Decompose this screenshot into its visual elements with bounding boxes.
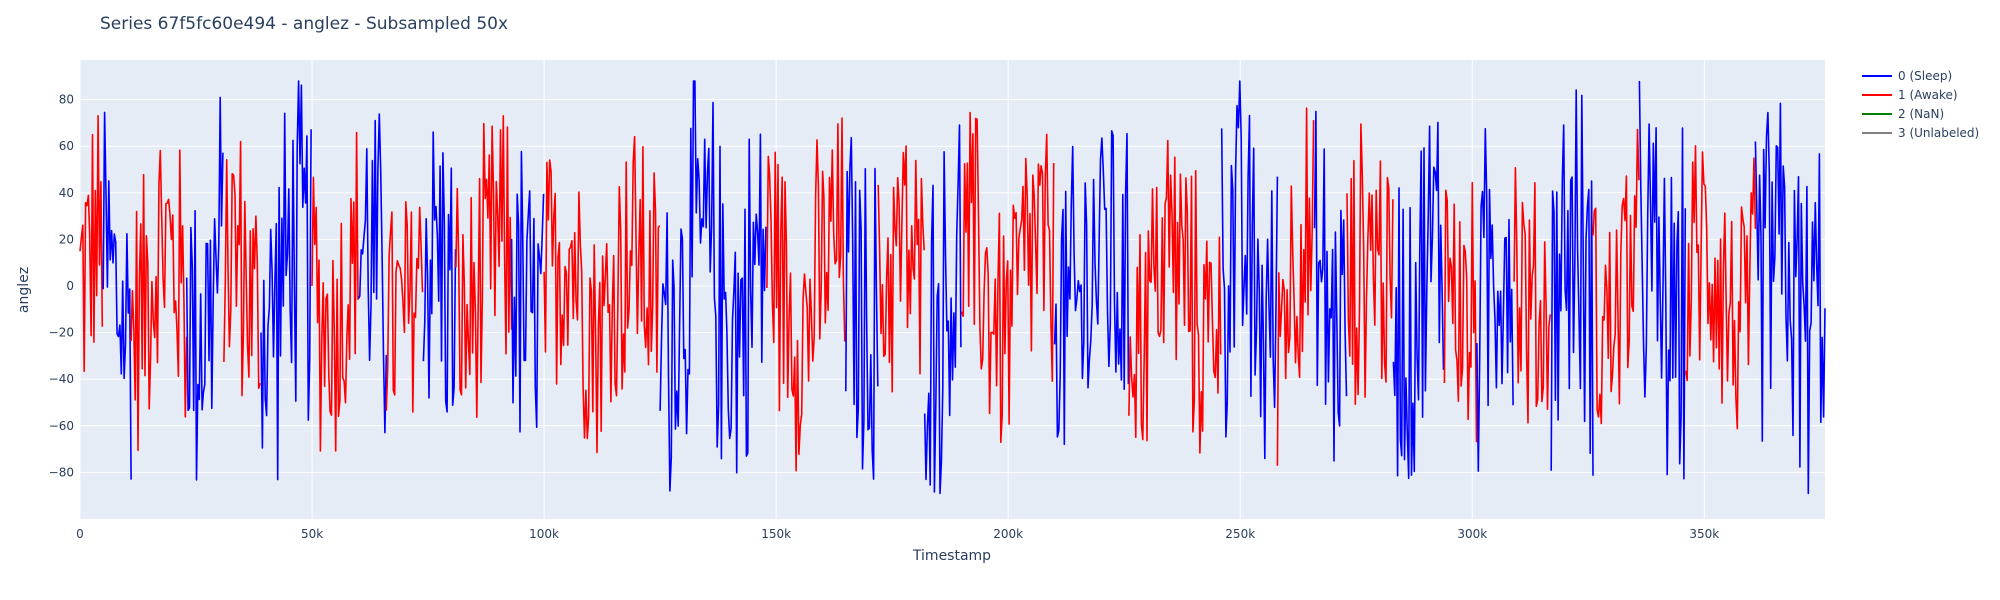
- x-tick-label: 0: [76, 527, 84, 541]
- legend-swatch: [1862, 112, 1892, 115]
- x-axis-title: Timestamp: [912, 548, 991, 564]
- legend-swatch: [1862, 74, 1892, 77]
- legend-item[interactable]: 2 (NaN): [1862, 104, 1979, 123]
- legend-item[interactable]: 1 (Awake): [1862, 85, 1979, 104]
- sleep-segment-line: [1754, 102, 1826, 495]
- sleep-segment-line: [845, 136, 879, 480]
- sleep-segment-line: [1638, 80, 1687, 480]
- x-tick-label: 50k: [301, 527, 323, 541]
- sleep-segment-line: [1392, 121, 1445, 480]
- x-tick-label: 200k: [993, 527, 1023, 541]
- sleep-segment-line: [1476, 127, 1514, 472]
- legend-label: 2 (NaN): [1898, 106, 1945, 121]
- sleep-segment-line: [1313, 110, 1348, 462]
- legend-swatch: [1862, 93, 1892, 96]
- line-traces: [79, 80, 1826, 495]
- sleep-segment-line: [260, 80, 312, 481]
- x-axis-ticks: 0 50k 100k 150k 200k 250k 300k 350k: [76, 527, 1719, 541]
- awake-segment-line: [1592, 128, 1640, 425]
- legend: 0 (Sleep) 1 (Awake) 2 (NaN) 3 (Unlabeled): [1862, 66, 1979, 142]
- awake-segment-line: [311, 131, 359, 452]
- legend-item[interactable]: 0 (Sleep): [1862, 66, 1979, 85]
- sleep-segment-line: [659, 80, 767, 492]
- awake-segment-line: [1685, 145, 1757, 430]
- legend-label: 0 (Sleep): [1898, 68, 1953, 83]
- x-tick-label: 100k: [529, 527, 559, 541]
- sleep-segment-line: [422, 131, 457, 413]
- awake-segment-line: [1128, 139, 1222, 454]
- y-tick-label: 20: [59, 232, 74, 246]
- y-tick-label: 80: [59, 93, 74, 107]
- legend-label: 3 (Unlabeled): [1898, 125, 1980, 140]
- awake-segment-line: [1443, 181, 1478, 443]
- legend-item[interactable]: 3 (Unlabeled): [1862, 123, 1979, 142]
- legend-swatch: [1862, 131, 1892, 134]
- x-tick-label: 250k: [1225, 527, 1255, 541]
- sleep-segment-line: [1550, 89, 1594, 476]
- y-tick-label: −60: [49, 419, 74, 433]
- awake-segment-line: [1346, 123, 1394, 406]
- y-tick-label: 60: [59, 139, 74, 153]
- awake-segment-line: [455, 115, 513, 419]
- awake-segment-line: [1276, 107, 1315, 466]
- awake-segment-line: [543, 135, 661, 454]
- chart-title: Series 67f5fc60e494 - anglez - Subsample…: [100, 14, 509, 34]
- sleep-segment-line: [923, 124, 962, 495]
- awake-segment-line: [130, 149, 188, 452]
- y-tick-label: 40: [59, 186, 74, 200]
- awake-segment-line: [1513, 167, 1552, 424]
- sleep-segment-line: [510, 150, 545, 433]
- y-axis-ticks: −80 −60 −40 −20 0 20 40 60 80: [49, 93, 74, 480]
- y-tick-label: −20: [49, 326, 74, 340]
- y-tick-label: −40: [49, 372, 74, 386]
- sleep-segment-line: [357, 113, 388, 434]
- sleep-segment-line: [185, 96, 224, 481]
- x-tick-label: 300k: [1457, 527, 1487, 541]
- awake-segment-line: [961, 111, 1055, 444]
- y-axis-title: anglez: [16, 267, 32, 313]
- awake-segment-line: [877, 145, 925, 393]
- sleep-segment-line: [1220, 80, 1279, 460]
- awake-segment-line: [385, 201, 424, 413]
- y-tick-label: −80: [49, 465, 74, 479]
- awake-segment-line: [223, 140, 261, 397]
- awake-segment-line: [79, 115, 104, 373]
- x-tick-label: 350k: [1689, 527, 1719, 541]
- sleep-segment-line: [102, 111, 132, 480]
- sleep-segment-line: [1053, 130, 1130, 446]
- y-tick-label: 0: [66, 279, 74, 293]
- x-tick-label: 150k: [761, 527, 791, 541]
- legend-label: 1 (Awake): [1898, 87, 1958, 102]
- awake-segment-line: [766, 117, 846, 472]
